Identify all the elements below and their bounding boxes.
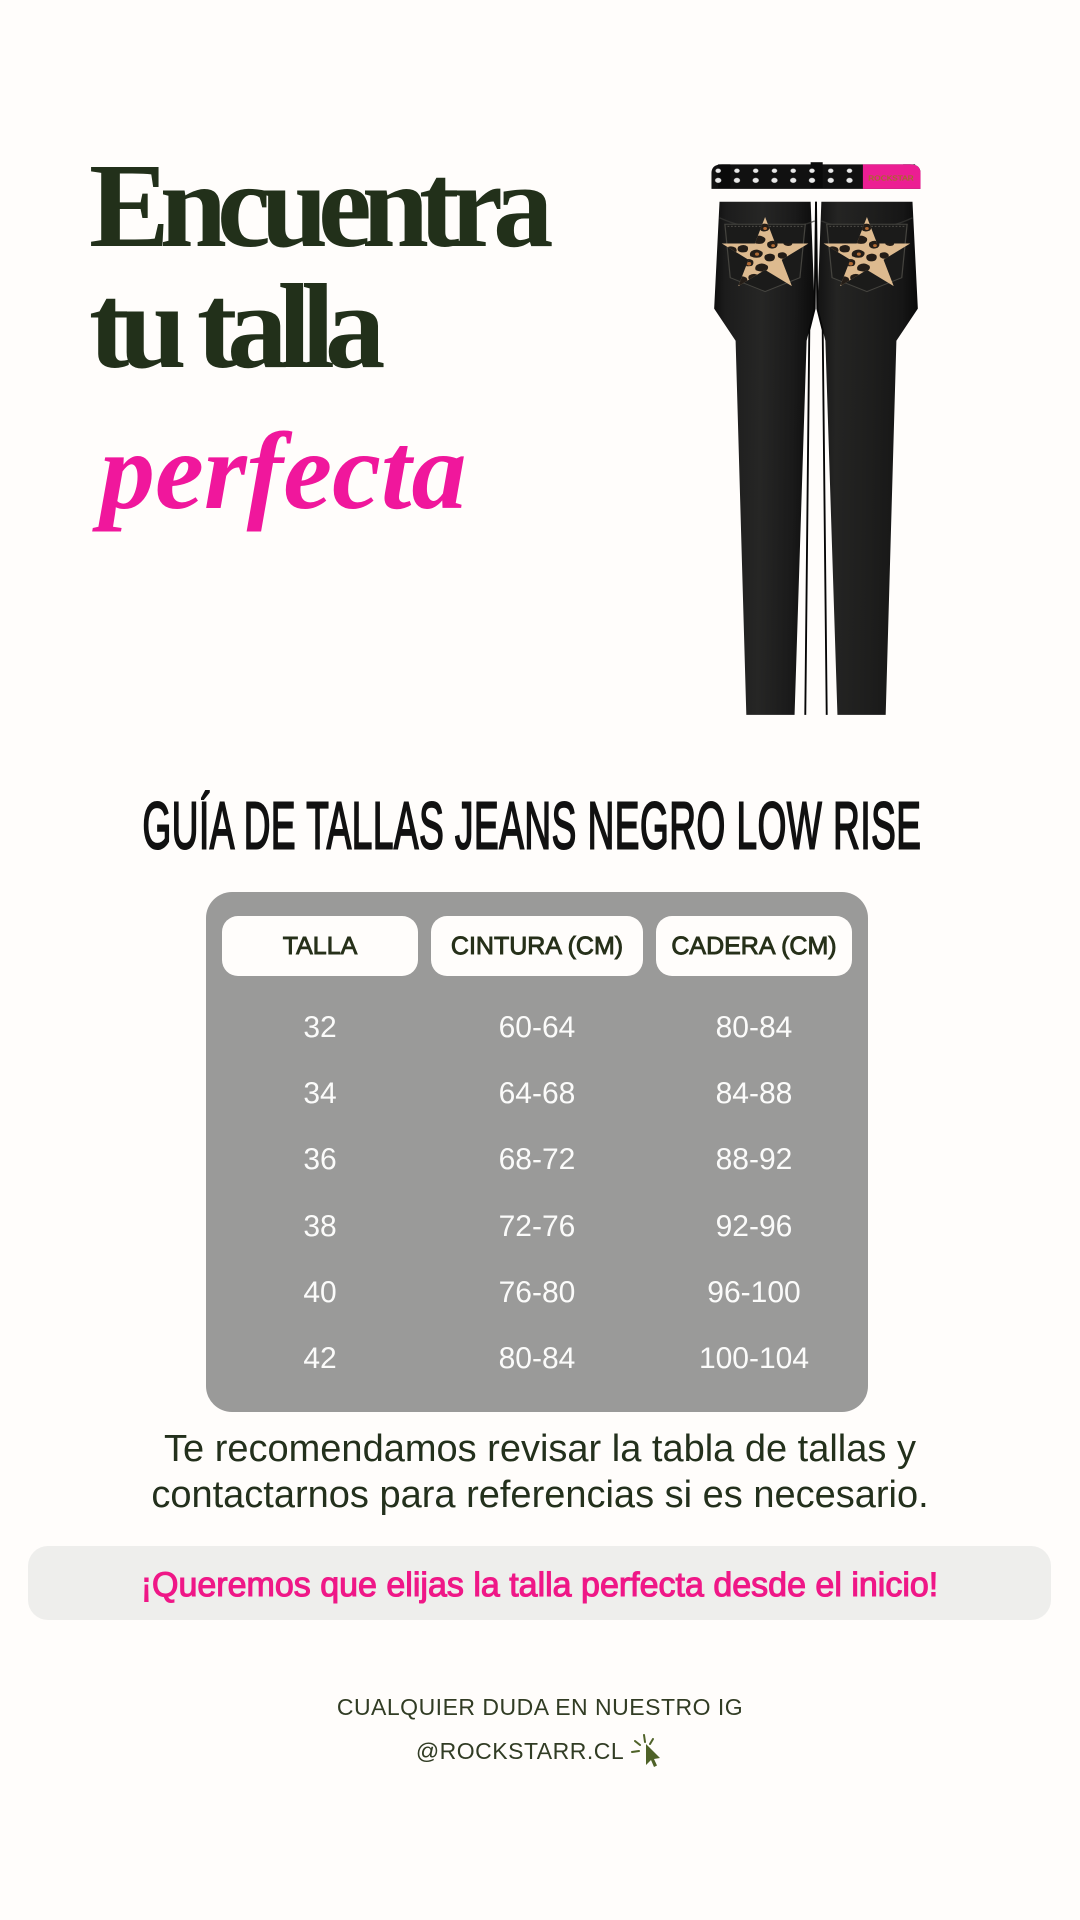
svg-text:ROCKSTAR: ROCKSTAR bbox=[868, 174, 914, 182]
